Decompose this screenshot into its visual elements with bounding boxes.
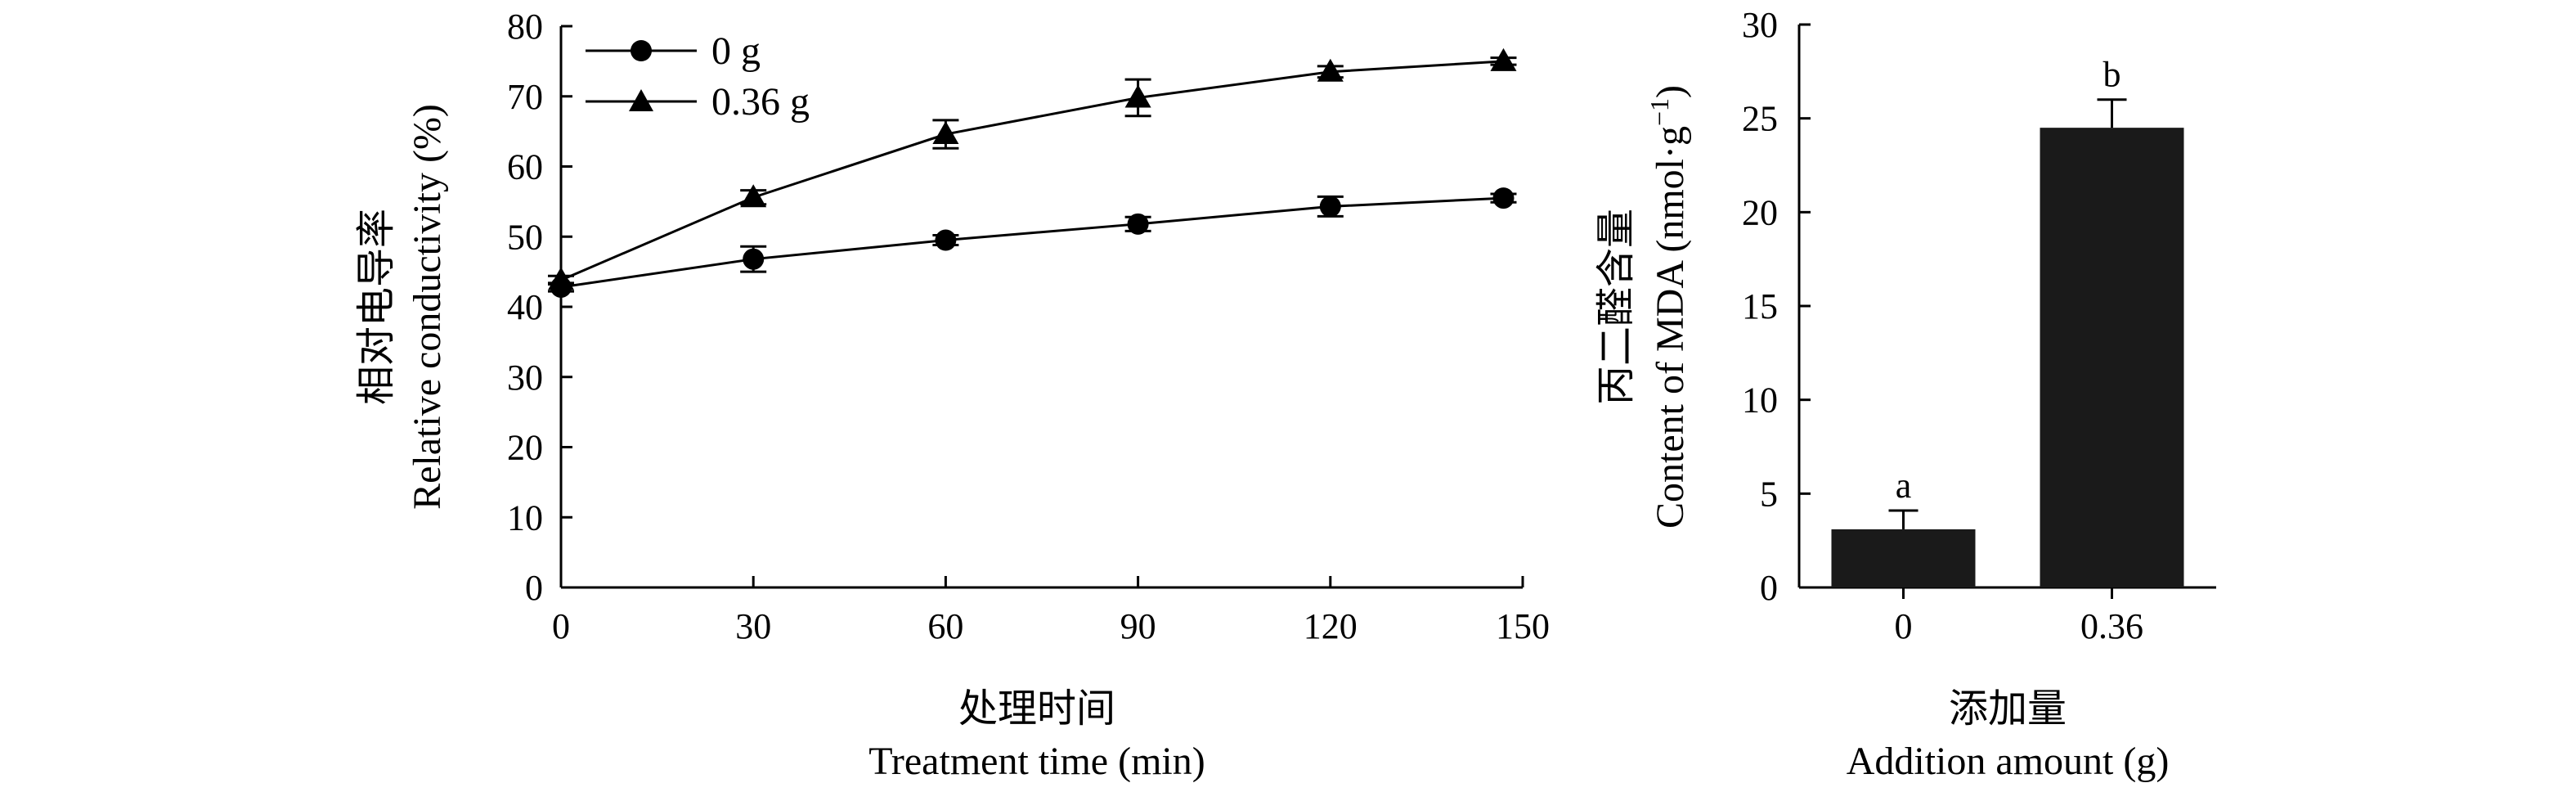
bar-chart-y-tick-label: 30: [1742, 5, 1778, 45]
line-chart-ylabel: Relative conductivity (%): [406, 104, 449, 510]
bar-chart-y-ticks: 0 5 10 15 20 25 30: [1742, 5, 1811, 608]
bar: [1831, 529, 1976, 587]
legend-label-0g: 0 g: [711, 29, 761, 73]
series-line: [560, 60, 1504, 281]
bar-chart-y-tick-label: 0: [1760, 568, 1778, 608]
line-chart-y-tick-label: 10: [507, 497, 543, 538]
bar-chart-xlabel: Addition amount (g): [1847, 740, 2170, 783]
line-chart-ylabel-cn: 相对电导率: [355, 209, 398, 405]
bar-chart-x-tick-label: 0.36: [2080, 606, 2143, 646]
data-point: [548, 267, 574, 290]
data-point: [1317, 58, 1344, 82]
data-point: [1490, 47, 1517, 71]
data-point: [1319, 196, 1341, 218]
line-chart-y-tick-label: 60: [507, 147, 543, 187]
line-chart-x-tick-label: 90: [1120, 606, 1156, 646]
line-chart-y-tick-label: 70: [507, 77, 543, 117]
bar-chart-ylabel-main: Content of MDA (nmol·g: [1649, 126, 1692, 529]
line-chart-y-tick-label: 20: [507, 428, 543, 468]
data-point: [1492, 187, 1515, 209]
bar-chart-ylabel-end: ): [1649, 85, 1692, 98]
line-chart-y-tick-label: 80: [507, 7, 543, 47]
line-chart-xlabel: Treatment time (min): [868, 740, 1205, 783]
line-chart-y-tick-label: 40: [507, 287, 543, 327]
bar-chart-y-tick-label: 10: [1742, 380, 1778, 421]
line-chart-y-tick-label: 0: [525, 568, 543, 608]
line-chart: 0 10 20 30 40 50 60 70 80 0 30 60 90 120 150 相对电导率 Re…: [355, 7, 1550, 783]
line-chart-x-tick-label: 150: [1496, 606, 1550, 646]
bar-chart-xlabel-cn: 添加量: [1949, 687, 2067, 731]
line-chart-x-tick-label: 0: [552, 606, 570, 646]
bar-chart-y-tick-label: 15: [1742, 286, 1778, 326]
line-chart-series: [548, 47, 1517, 298]
data-point: [935, 229, 957, 251]
bar-chart-ylabel-cn: 丙二醛含量: [1595, 209, 1638, 405]
data-point: [932, 121, 959, 145]
data-point: [743, 248, 765, 270]
series-036g: [548, 47, 1517, 290]
series-line: [560, 196, 1504, 289]
bar-chart-y-tick-label: 5: [1760, 474, 1778, 514]
bar-chart-ylabel: Content of MDA (nmol·g−1): [1645, 85, 1692, 529]
significance-label: b: [2103, 55, 2121, 95]
bar-chart-x-tick-label: 0: [1895, 606, 1913, 646]
bar-chart-ylabel-sup: −1: [1645, 98, 1674, 126]
bar-chart-bars: a 0 b 0.36: [1831, 55, 2184, 646]
bar-chart-y-tick-label: 20: [1742, 192, 1778, 232]
legend: 0 g 0.36 g: [586, 29, 810, 124]
legend-circle-marker: [631, 40, 652, 61]
legend-entry-036g: 0.36 g: [586, 80, 810, 124]
line-chart-y-ticks: 0 10 20 30 40 50 60 70 80: [507, 7, 572, 608]
line-chart-xlabel-cn: 处理时间: [958, 687, 1115, 731]
line-chart-x-tick-label: 30: [735, 606, 771, 646]
legend-triangle-marker: [629, 89, 653, 111]
data-point: [1127, 213, 1149, 235]
bar: [2040, 128, 2184, 588]
legend-label-036g: 0.36 g: [711, 80, 810, 124]
line-chart-x-ticks: 0 30 60 90 120 150: [552, 576, 1550, 646]
data-point: [740, 184, 767, 208]
bar-chart: 0 5 10 15 20 25 30 a 0 b 0.36 丙二醛含量 Content of MD…: [1595, 5, 2216, 783]
line-chart-x-tick-label: 120: [1304, 606, 1358, 646]
data-point: [1124, 84, 1151, 108]
series-0g: [548, 187, 1517, 298]
line-chart-y-tick-label: 30: [507, 358, 543, 398]
significance-label: a: [1896, 466, 1912, 506]
legend-entry-0g: 0 g: [586, 29, 761, 73]
line-chart-x-tick-label: 60: [927, 606, 963, 646]
bar-chart-y-tick-label: 25: [1742, 99, 1778, 139]
line-chart-y-tick-label: 50: [507, 217, 543, 257]
